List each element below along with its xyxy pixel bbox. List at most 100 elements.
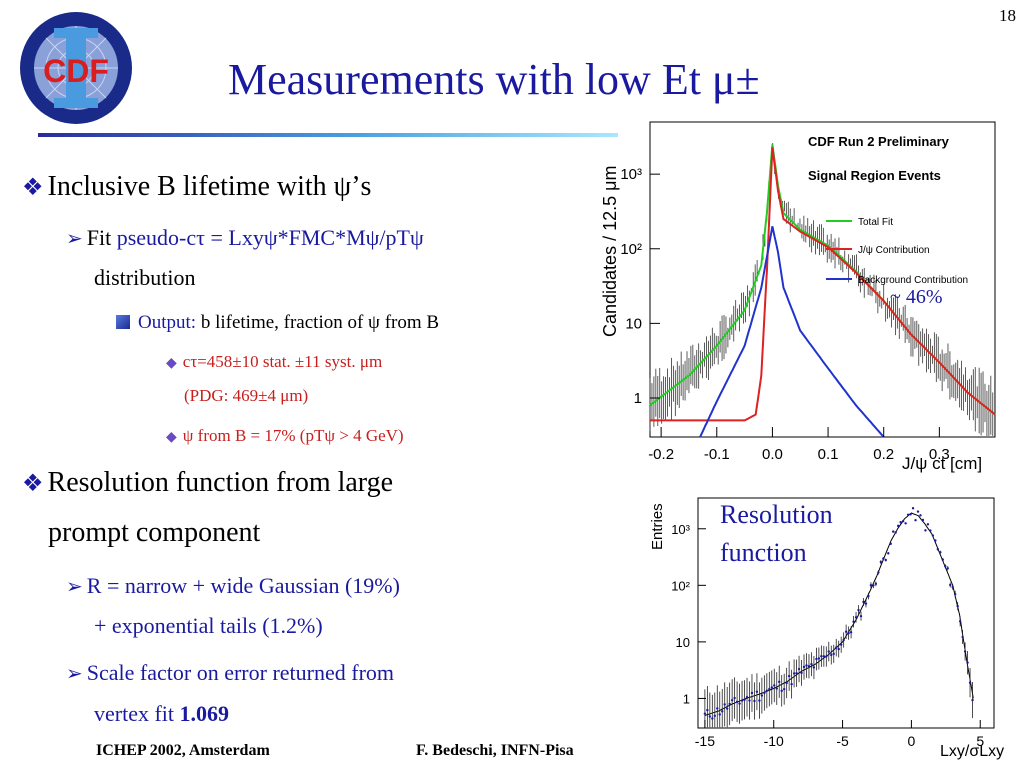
chart2-point xyxy=(773,684,776,687)
chart2-point xyxy=(832,652,835,656)
chart2-point xyxy=(852,620,855,623)
chart2-ytick-label: 10² xyxy=(671,578,690,593)
chart2-point xyxy=(931,534,935,537)
chart2-point xyxy=(827,650,830,653)
chart2-point xyxy=(728,702,731,706)
chart2-point xyxy=(929,529,932,532)
resolution-annotation-line-2: function xyxy=(720,538,807,567)
arrow-bullet-icon: ➢ xyxy=(66,663,83,685)
chart2-point xyxy=(790,682,793,686)
resolution-chart: -15 -10 -5 0 5 1 10 10² 10³ Lxy/σLxy Entries xyxy=(640,488,1020,768)
chart2-point xyxy=(862,600,865,604)
chart2-point xyxy=(750,691,754,695)
chart2-point xyxy=(849,631,853,634)
chart2-point xyxy=(725,707,729,710)
chart2-point xyxy=(778,680,781,684)
chart2-point xyxy=(758,699,761,702)
bullet-2-line-2: prompt component xyxy=(48,517,261,548)
chart2-point xyxy=(939,551,942,554)
chart2-point xyxy=(869,584,873,587)
chart2-point xyxy=(911,507,915,510)
chart2-point xyxy=(914,518,917,522)
chart1-xtick-label: -0.2 xyxy=(648,446,674,463)
arrow-bullet-icon: ➢ xyxy=(66,576,83,598)
scale-line-1: Scale factor on error returned from xyxy=(86,660,395,685)
chart2-point xyxy=(723,703,726,706)
title-rule xyxy=(38,133,618,137)
output-item: Output: b lifetime, fraction of ψ from B xyxy=(116,311,439,335)
bullet-1-text: Inclusive B lifetime with ψ’s xyxy=(47,171,372,202)
output-text: b lifetime, fraction of ψ from B xyxy=(200,312,440,333)
chart2-point xyxy=(916,510,920,513)
chart2-point xyxy=(721,710,724,713)
output-label: Output: xyxy=(138,312,197,333)
chart2-point xyxy=(807,665,811,668)
chart2-point xyxy=(884,558,887,562)
chart2-point xyxy=(901,519,905,523)
chart1-background-line xyxy=(699,226,885,438)
chart2-point xyxy=(800,671,803,675)
chart2-point xyxy=(763,691,766,695)
chart1-legend-background-label: Background Contribution xyxy=(858,275,968,286)
chart2-point xyxy=(963,650,967,653)
chart2-point xyxy=(782,687,786,691)
chart1-legend-jpsi-label: J/ψ Contribution xyxy=(858,245,930,256)
chart2-xtick-label: -5 xyxy=(836,733,849,749)
chart2-point xyxy=(780,689,783,693)
resolution-item: ➢ R = narrow + wide Gaussian (19%) xyxy=(66,572,400,601)
chart2-point xyxy=(867,594,870,598)
chart2-point xyxy=(810,663,813,666)
square-bullet-icon xyxy=(116,315,130,329)
chart2-point xyxy=(874,582,878,586)
resolution-annotation: Resolution function xyxy=(720,496,833,572)
chart2-point xyxy=(961,635,964,639)
chart2-point xyxy=(839,643,843,646)
chart2-point xyxy=(877,571,880,574)
chart2-point xyxy=(770,686,773,689)
chart2-point xyxy=(921,518,925,522)
fit-tail: distribution xyxy=(94,265,196,290)
fraction-text: ψ from B = 17% (pTψ > 4 GeV) xyxy=(182,426,404,445)
chart1-ylabel: Candidates / 12.5 μm xyxy=(600,166,620,337)
chart2-point xyxy=(847,631,850,635)
diamond-small-icon: ◆ xyxy=(166,430,177,445)
fit-label: Fit xyxy=(86,225,112,250)
chart2-point xyxy=(797,667,801,671)
chart1-ytick-label: 10³ xyxy=(620,166,642,183)
chart2-point xyxy=(951,585,954,589)
chart2-point xyxy=(738,702,741,705)
chart2-point xyxy=(968,681,972,684)
chart2-point xyxy=(755,690,759,693)
chart2-point xyxy=(835,646,838,649)
chart2-point xyxy=(859,614,863,618)
chart2-point xyxy=(934,539,937,542)
diamond-bullet-icon: ❖ xyxy=(22,471,44,497)
chart2-xlabel: Lxy/σLxy xyxy=(940,743,1004,760)
chart2-xtick-label: 5 xyxy=(976,733,984,749)
chart2-point xyxy=(894,531,897,534)
chart2-point xyxy=(844,630,848,633)
chart2-point xyxy=(716,707,719,710)
chart2-xtick-label: -10 xyxy=(764,733,784,749)
chart2-point xyxy=(703,712,707,715)
chart2-point xyxy=(966,661,969,664)
chart2-point xyxy=(768,687,771,691)
lifetime-chart: -0.2 -0.1 0.0 0.1 0.2 0.3 1 10 10² 10³ CDF Run 2 … xyxy=(590,115,1010,475)
chart2-point xyxy=(904,522,907,525)
chart2-point xyxy=(817,657,821,660)
chart2-point xyxy=(775,687,778,690)
chart2-point xyxy=(745,695,749,699)
chart2-point xyxy=(949,583,952,587)
chart2-point xyxy=(733,696,736,700)
chart2-point xyxy=(765,689,769,692)
chart2-point xyxy=(711,717,714,720)
chart2-ytick-label: 1 xyxy=(683,691,690,706)
chart2-point xyxy=(815,657,818,661)
chart2-point xyxy=(944,564,947,568)
chart2-point xyxy=(740,699,744,702)
chart2-point xyxy=(926,523,930,526)
chart2-point xyxy=(785,681,788,685)
chart2-point xyxy=(941,558,944,561)
slide-title: Measurements with low Et μ± xyxy=(228,55,760,104)
chart2-point xyxy=(730,698,734,702)
